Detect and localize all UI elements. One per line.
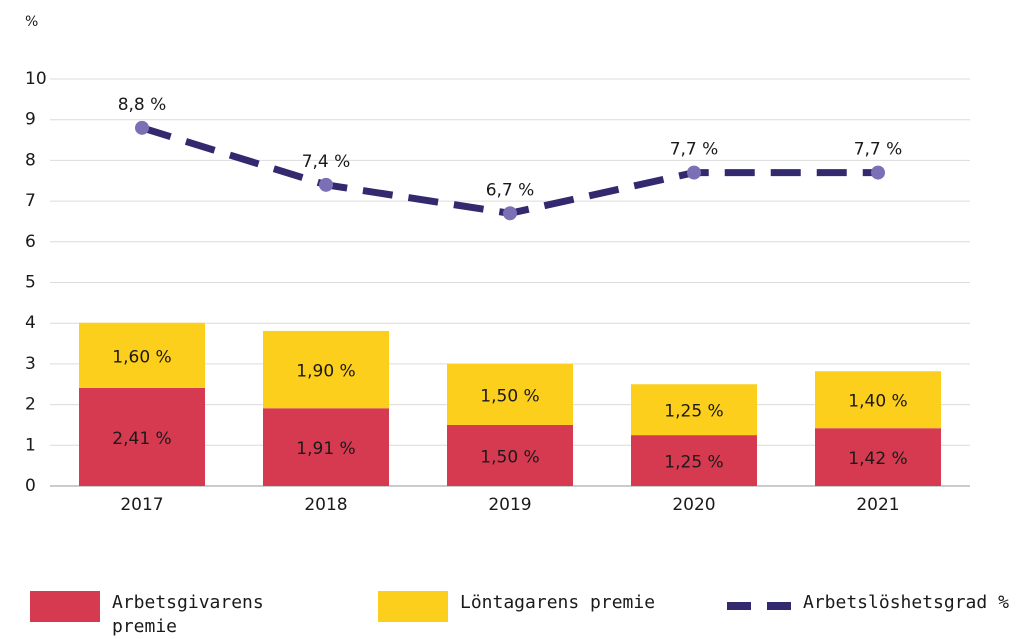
bar-segment xyxy=(263,408,389,486)
y-tick-label: 7 xyxy=(25,191,36,211)
data-label: 1,25 % xyxy=(664,453,723,473)
data-label: 8,8 % xyxy=(118,95,167,115)
data-label: 6,7 % xyxy=(486,180,535,200)
line-marker xyxy=(503,206,517,221)
y-tick-label: 0 xyxy=(25,476,36,496)
line-marker xyxy=(871,165,885,180)
x-tick-label: 2017 xyxy=(120,495,163,515)
data-label: 7,4 % xyxy=(302,152,351,172)
bar-segment xyxy=(447,363,573,425)
data-label: 1,40 % xyxy=(848,392,907,412)
legend-label: Arbetsgivarens premie xyxy=(112,592,264,637)
bar-segment xyxy=(815,371,941,429)
data-label: 2,41 % xyxy=(112,429,171,449)
data-label: 1,25 % xyxy=(664,402,723,422)
data-label: 1,91 % xyxy=(296,439,355,459)
data-label: 1,50 % xyxy=(480,447,539,467)
bar-segment xyxy=(79,387,205,486)
bar-segment xyxy=(79,322,205,388)
legend-label: Löntagarens premie xyxy=(460,592,656,613)
bar-segment xyxy=(631,384,757,436)
bar-segment xyxy=(263,330,389,409)
line-marker xyxy=(135,120,149,135)
y-tick-label: 8 xyxy=(25,150,36,170)
y-tick-label: 6 xyxy=(25,232,36,252)
data-label: 1,50 % xyxy=(480,386,539,406)
y-tick-label: 3 xyxy=(25,354,36,374)
y-tick-label: 4 xyxy=(25,313,36,333)
line-marker xyxy=(319,177,333,192)
y-unit-label: % xyxy=(25,14,38,30)
y-tick-label: 1 xyxy=(25,435,36,455)
y-tick-label: 5 xyxy=(25,273,36,293)
y-tick-label: 10 xyxy=(25,69,47,89)
line-marker xyxy=(687,165,701,180)
data-label: 1,42 % xyxy=(848,449,907,469)
data-label: 7,7 % xyxy=(670,140,719,160)
line xyxy=(140,124,878,217)
x-tick-label: 2020 xyxy=(672,495,715,515)
legend-swatch xyxy=(378,591,448,622)
data-label: 1,60 % xyxy=(112,347,171,367)
y-tick-label: 2 xyxy=(25,395,36,415)
x-tick-label: 2019 xyxy=(488,495,531,515)
bar-segment xyxy=(815,428,941,486)
legend-swatch xyxy=(30,591,100,622)
x-tick-label: 2021 xyxy=(856,495,899,515)
bar-segment xyxy=(447,424,573,486)
data-label: 1,90 % xyxy=(296,362,355,382)
data-label: 7,7 % xyxy=(854,140,903,160)
x-tick-label: 2018 xyxy=(304,495,347,515)
y-tick-label: 9 xyxy=(25,110,36,130)
bar-segment xyxy=(631,435,757,486)
legend-label: Arbetslöshetsgrad % xyxy=(803,592,1009,613)
